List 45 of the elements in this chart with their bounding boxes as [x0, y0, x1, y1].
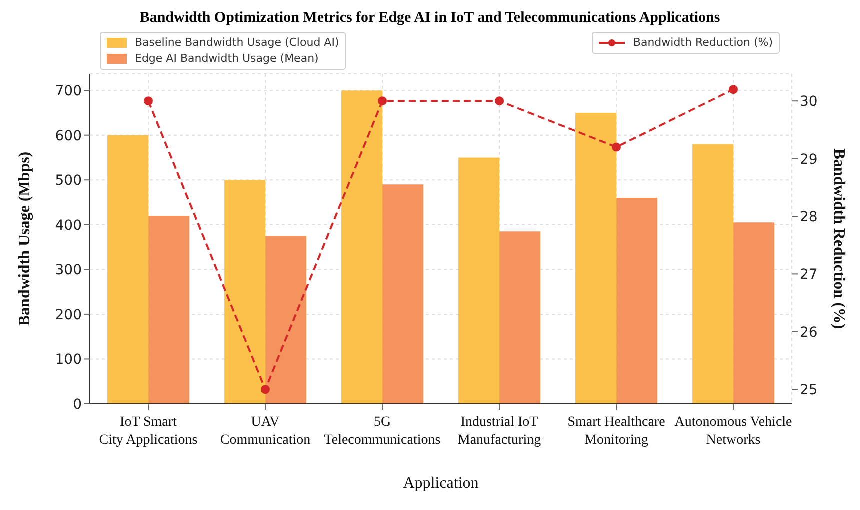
bar: [692, 144, 734, 404]
bar: [458, 158, 500, 404]
point: [378, 96, 387, 106]
y-tick-label: 100: [55, 352, 82, 368]
x-tick-label: 5G Telecommunications: [324, 415, 441, 448]
bar: [616, 198, 658, 404]
y2-tick-label: 29: [800, 152, 818, 168]
y2-tick-label: 30: [800, 94, 818, 110]
bar: [382, 184, 424, 404]
x-tick-label: Autonomous Vehicle Networks: [674, 415, 792, 448]
y-axis-title: Bandwidth Usage (Mbps): [16, 152, 34, 326]
y-tick-label: 400: [55, 218, 82, 234]
y2-tick-label: 25: [800, 382, 818, 399]
bar: [734, 222, 775, 404]
y2-axis-title: Bandwidth Reduction (%): [830, 148, 848, 330]
y-tick-label: 300: [55, 262, 82, 279]
x-tick-label: Smart Healthcare Monitoring: [568, 415, 666, 448]
bar: [266, 236, 307, 404]
x-tick-label: UAV Communication: [220, 415, 311, 448]
bar: [108, 135, 149, 404]
y2-tick-label: 27: [800, 267, 818, 284]
y-tick-label: 200: [55, 307, 82, 324]
x-axis-title: Application: [403, 475, 479, 492]
legend-label: Baseline Bandwidth Usage (Cloud AI): [135, 35, 340, 51]
bar: [224, 180, 266, 404]
y-tick-label: 700: [55, 84, 82, 100]
y-tick-label: 500: [55, 173, 82, 190]
bar: [342, 90, 383, 404]
chart-title: Bandwidth Optimization Metrics for Edge AI in IoT and Telecommunications Applications: [138, 10, 722, 27]
y-tick-label: 0: [73, 396, 82, 413]
y2-tick-label: 28: [800, 209, 818, 226]
y2-tick-label: 26: [800, 324, 818, 341]
point: [612, 142, 621, 152]
legend-label: Bandwidth Reduction (%): [633, 35, 773, 51]
x-tick-label: Industrial IoT Manufacturing: [458, 415, 542, 448]
point: [144, 96, 153, 106]
point: [729, 85, 738, 94]
y-tick-label: 600: [55, 128, 82, 144]
point: [495, 96, 504, 106]
point: [261, 385, 270, 394]
bar: [576, 112, 617, 404]
legend-label: Edge AI Bandwidth Usage (Mean): [135, 51, 319, 67]
x-tick-label: IoT Smart City Applications: [99, 415, 198, 448]
bar: [148, 216, 190, 404]
bar: [500, 232, 541, 404]
